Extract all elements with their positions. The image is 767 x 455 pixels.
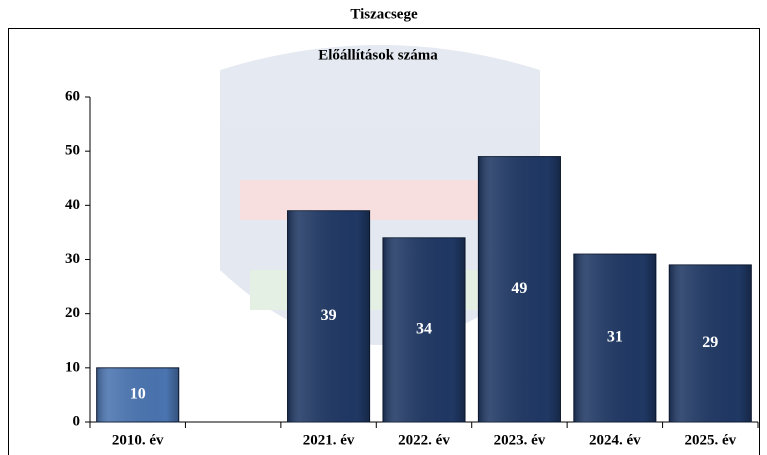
y-tick-label: 60	[65, 88, 80, 104]
chart-subtitle: Előállítások száma	[318, 47, 438, 63]
bar-shade	[669, 264, 752, 422]
x-tick-label: 2024. év	[589, 432, 641, 448]
bar-shade	[287, 210, 370, 422]
value-label: 29	[702, 334, 718, 351]
bar-shade	[96, 367, 179, 422]
value-label: 49	[511, 280, 527, 297]
x-tick-label: 2022. év	[398, 432, 450, 448]
y-tick-label: 40	[65, 197, 80, 213]
y-tick-label: 20	[65, 305, 80, 321]
x-tick-label: 2025. év	[684, 432, 736, 448]
value-label: 34	[416, 321, 432, 338]
y-tick-label: 10	[65, 359, 80, 375]
x-tick-label: 2023. év	[494, 432, 546, 448]
value-label: 10	[130, 386, 146, 403]
y-tick-label: 50	[65, 143, 80, 159]
x-tick-label: 2021. év	[303, 432, 355, 448]
value-label: 39	[321, 307, 337, 324]
chart-title: Tiszacsege	[350, 6, 418, 22]
bar-shade	[382, 237, 466, 422]
y-tick-label: 30	[65, 251, 80, 267]
y-tick-label: 0	[73, 413, 81, 429]
value-label: 31	[607, 329, 623, 346]
bar-shade	[573, 254, 656, 422]
x-tick-label: 2010. év	[112, 432, 164, 448]
bar-shade	[478, 156, 561, 423]
